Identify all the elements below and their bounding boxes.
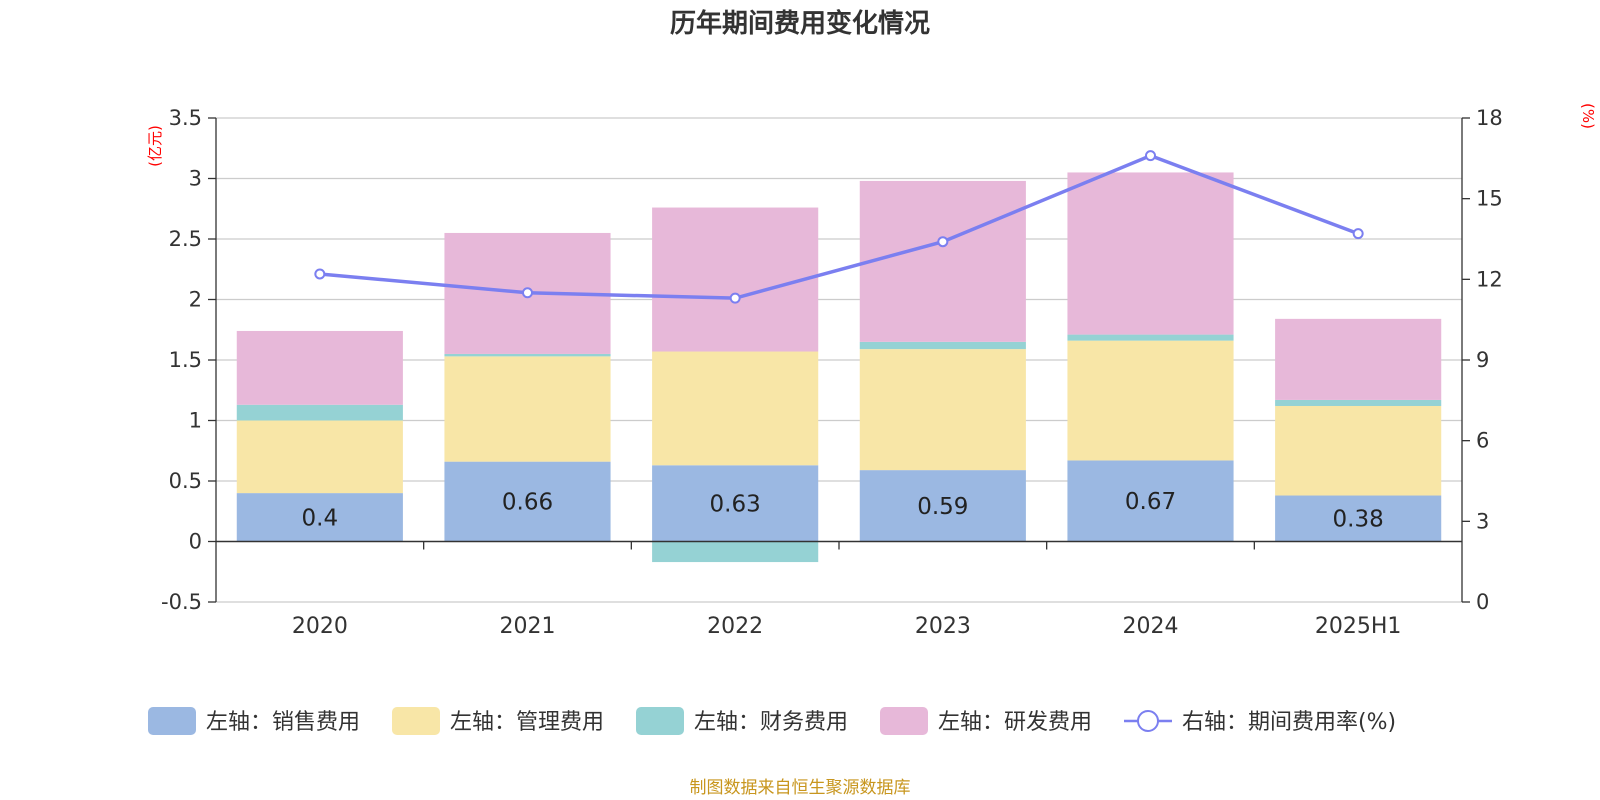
left-axis-tick-label: 2: [189, 288, 202, 312]
right-axis-unit-label: (%): [1579, 103, 1597, 129]
bar-segment: [1275, 495, 1442, 542]
bar-segment: [652, 207, 819, 352]
bar-segment: [1275, 399, 1442, 406]
x-axis-category-label: 2021: [500, 614, 556, 639]
left-axis-tick-label: 0: [189, 530, 202, 554]
bar-data-label: 0.63: [710, 491, 761, 517]
legend-swatch: [392, 707, 440, 735]
bar-segment: [1067, 334, 1234, 341]
legend-swatch: [880, 707, 928, 735]
bar-segment: [652, 351, 819, 466]
legend-item[interactable]: 右轴：期间费用率(%): [1124, 710, 1396, 735]
bar-data-label: 0.67: [1125, 489, 1176, 515]
line-point: [522, 287, 533, 299]
legend-item[interactable]: 左轴：管理费用: [392, 707, 604, 735]
bar-segment: [859, 341, 1026, 350]
line-point: [314, 268, 326, 280]
bar-data-label: 0.66: [502, 490, 553, 516]
right-axis-tick-label: 15: [1476, 187, 1503, 211]
x-axis-category-label: 2022: [707, 614, 763, 639]
x-axis-category-label: 2023: [915, 614, 971, 639]
bar-segment: [652, 541, 819, 563]
left-axis-tick-label: 3: [189, 167, 202, 191]
right-axis-tick-label: 0: [1476, 590, 1489, 614]
legend-label: 左轴：管理费用: [450, 710, 604, 735]
left-axis-unit-label: (亿元): [146, 125, 164, 167]
bar-segment: [1067, 172, 1234, 335]
left-axis-tick-label: 3.5: [169, 106, 202, 130]
left-axis-tick-label: 1: [189, 409, 202, 433]
bar-segment: [236, 420, 403, 494]
right-axis-tick-label: 6: [1476, 429, 1489, 453]
bar-segment: [236, 493, 403, 542]
bar-segment: [444, 461, 611, 542]
bar-segment: [652, 465, 819, 542]
x-axis-category-label: 2025H1: [1315, 614, 1402, 639]
line-point: [1352, 228, 1364, 240]
bar-segment: [236, 330, 403, 405]
legend-swatch: [148, 707, 196, 735]
left-axis-tick-label: 1.5: [169, 348, 202, 372]
x-axis-category-label: 2020: [292, 614, 348, 639]
legend[interactable]: 左轴：销售费用 左轴：管理费用 左轴：财务费用 左轴：研发费用 右轴：期间费用率(%): [148, 707, 1396, 735]
bar-segment: [859, 349, 1026, 471]
bar-segment: [1275, 405, 1442, 496]
legend-label: 左轴：财务费用: [694, 710, 848, 735]
left-axis-tick-label: -0.5: [161, 590, 202, 614]
bar-segment: [444, 356, 611, 462]
legend-item[interactable]: 左轴：销售费用: [148, 707, 360, 735]
legend-item[interactable]: 左轴：研发费用: [880, 707, 1092, 735]
chart-title: 历年期间费用变化情况: [670, 8, 930, 39]
axes: -0.5 0 0.5 1 1.5 2 2.5 3 3.5 0 3 6 9 12 15 18 2020 2021 20…: [161, 106, 1503, 639]
bar-segment: [859, 470, 1026, 542]
legend-label: 左轴：销售费用: [206, 710, 360, 735]
legend-item[interactable]: 左轴：财务费用: [636, 707, 848, 735]
bar-data-label: 0.4: [302, 505, 339, 531]
bar-segment: [859, 180, 1026, 342]
left-axis-tick-label: 0.5: [169, 469, 202, 493]
line-point: [1145, 150, 1156, 162]
bar-segment: [236, 404, 403, 421]
line-point: [937, 236, 949, 248]
right-axis-tick-label: 3: [1476, 509, 1489, 533]
legend-label: 右轴：期间费用率(%): [1182, 710, 1396, 735]
bar-series: [236, 172, 1442, 563]
x-axis-category-label: 2024: [1123, 614, 1179, 639]
bar-segment: [1067, 460, 1234, 542]
legend-swatch: [636, 707, 684, 735]
left-axis-tick-label: 2.5: [169, 227, 202, 251]
bar-data-label: 0.38: [1333, 507, 1384, 533]
bar-segment: [1067, 340, 1234, 461]
bar-segment: [1275, 318, 1442, 400]
gridlines: [216, 117, 1462, 603]
legend-label: 左轴：研发费用: [938, 710, 1092, 735]
data-labels: 0.4 0.66 0.63 0.59 0.67 0.38: [302, 489, 1384, 533]
line-series: [314, 150, 1364, 304]
right-axis-tick-label: 9: [1476, 348, 1489, 372]
legend-swatch-marker: [1137, 710, 1159, 732]
line-path: [319, 153, 1359, 300]
right-axis-tick-label: 12: [1476, 267, 1503, 291]
bar-data-label: 0.59: [917, 494, 968, 520]
source-note: 制图数据来自恒生聚源数据库: [690, 778, 911, 798]
bar-segment: [444, 353, 611, 357]
line-point: [729, 292, 741, 304]
right-axis-tick-label: 18: [1476, 106, 1503, 130]
